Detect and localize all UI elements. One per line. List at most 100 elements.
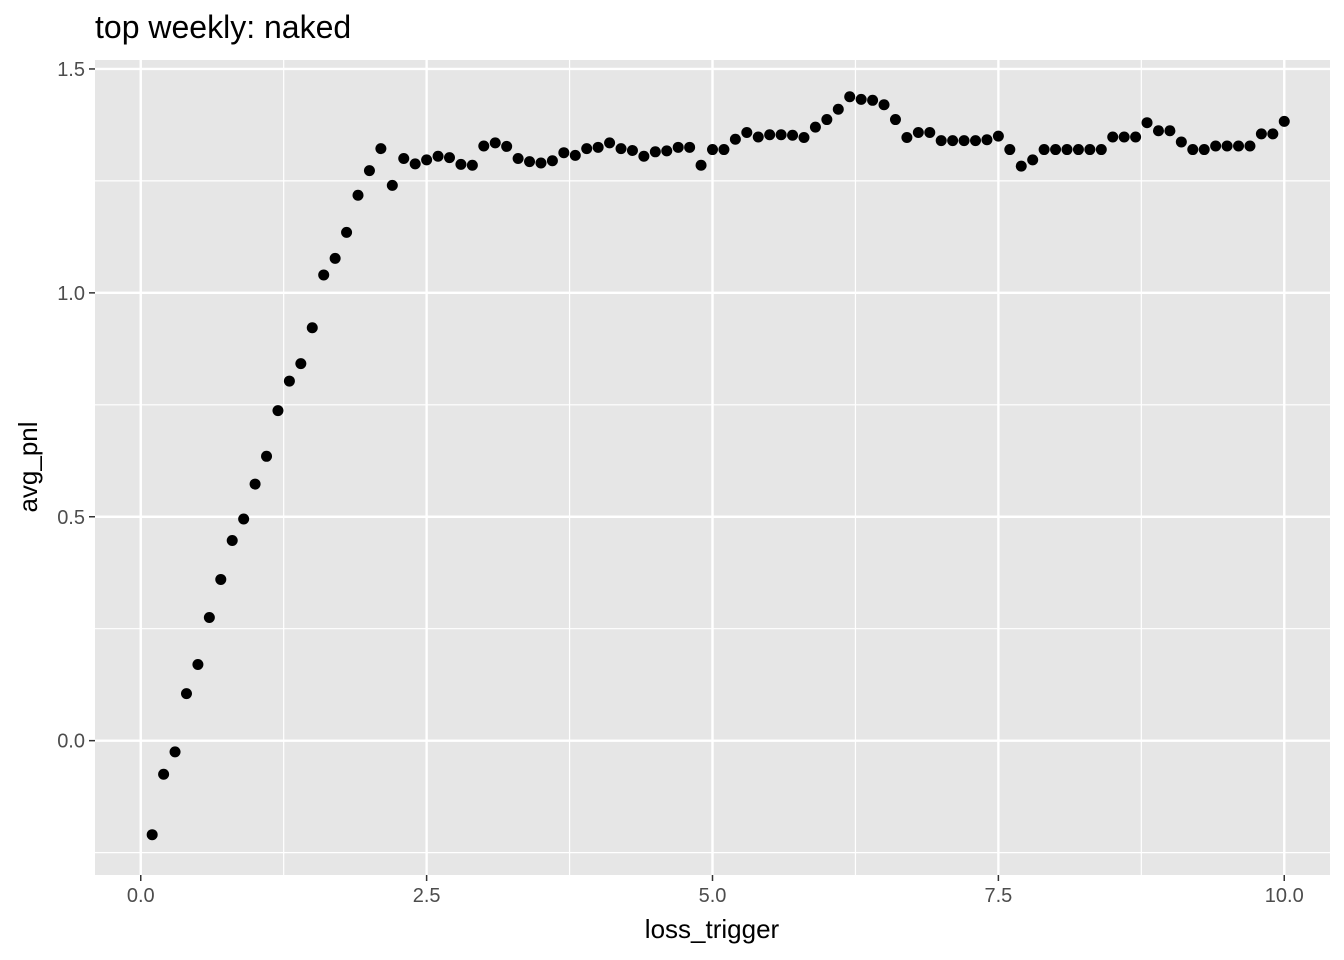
data-point xyxy=(249,478,261,490)
data-point xyxy=(421,154,433,166)
data-point xyxy=(295,358,307,370)
data-point xyxy=(215,573,227,585)
data-point xyxy=(718,144,730,156)
data-point xyxy=(352,189,364,201)
data-point xyxy=(821,114,833,126)
data-point xyxy=(158,768,170,780)
x-axis-title: loss_trigger xyxy=(645,914,780,944)
data-point xyxy=(798,131,810,143)
data-point xyxy=(970,135,982,147)
data-point xyxy=(1210,140,1222,152)
data-point xyxy=(592,141,604,153)
data-point xyxy=(203,612,215,624)
data-point xyxy=(1015,160,1027,172)
data-point xyxy=(1164,125,1176,137)
data-point xyxy=(741,127,753,139)
x-axis: 0.0 2.5 5.0 7.5 10.0 xyxy=(127,875,1304,907)
data-point xyxy=(581,143,593,155)
data-point xyxy=(512,153,524,165)
data-point xyxy=(409,158,421,170)
data-point xyxy=(1187,144,1199,156)
data-point xyxy=(1061,144,1073,156)
y-tick-label: 0.5 xyxy=(57,507,85,529)
data-point xyxy=(752,131,764,143)
data-point xyxy=(432,150,444,162)
data-point xyxy=(489,137,501,149)
data-point xyxy=(1118,131,1130,143)
data-point xyxy=(1255,128,1267,140)
major-gridlines xyxy=(95,60,1330,875)
y-axis: 0.0 0.5 1.0 1.5 xyxy=(57,59,95,753)
data-point xyxy=(695,159,707,171)
data-point xyxy=(261,450,273,462)
data-point xyxy=(992,130,1004,142)
data-point xyxy=(924,127,936,139)
data-point xyxy=(947,135,959,147)
data-point xyxy=(832,103,844,115)
data-point xyxy=(363,165,375,177)
chart-title: top weekly: naked xyxy=(95,9,351,45)
x-tick-label: 7.5 xyxy=(984,885,1012,907)
data-point xyxy=(707,144,718,156)
data-point xyxy=(443,152,455,164)
data-point xyxy=(649,146,661,158)
y-axis-title: avg_pnl xyxy=(13,421,43,512)
data-point xyxy=(889,114,901,126)
data-point xyxy=(192,659,204,671)
data-point xyxy=(306,322,318,334)
data-point xyxy=(638,150,650,162)
data-point xyxy=(569,149,581,161)
data-point xyxy=(867,94,879,106)
data-point xyxy=(1084,144,1096,156)
data-point xyxy=(375,143,387,155)
data-point xyxy=(1050,144,1062,156)
data-point xyxy=(958,135,970,147)
data-point xyxy=(1072,144,1084,156)
data-point xyxy=(272,405,284,417)
y-tick-label: 0.0 xyxy=(57,731,85,753)
data-point xyxy=(546,155,558,167)
x-tick-label: 2.5 xyxy=(413,885,441,907)
data-point xyxy=(169,746,181,758)
data-point xyxy=(226,534,238,546)
data-point xyxy=(180,688,192,700)
data-point xyxy=(1095,144,1107,156)
data-point xyxy=(981,134,993,146)
data-point xyxy=(329,252,341,264)
data-point xyxy=(809,121,821,133)
x-tick-label: 0.0 xyxy=(127,885,155,907)
data-point xyxy=(238,513,250,525)
data-point xyxy=(1027,154,1039,166)
data-point xyxy=(283,375,295,387)
data-point xyxy=(1038,144,1050,156)
data-point xyxy=(844,91,856,103)
data-point xyxy=(1221,140,1233,152)
data-point xyxy=(1244,140,1256,152)
data-point xyxy=(684,141,696,153)
data-point xyxy=(146,829,158,841)
data-points xyxy=(146,91,1290,841)
data-point xyxy=(1198,144,1210,156)
y-tick-label: 1.0 xyxy=(57,283,85,305)
data-point xyxy=(878,99,890,111)
data-point xyxy=(501,140,513,152)
x-tick-label: 5.0 xyxy=(699,885,727,907)
data-point xyxy=(1233,140,1245,152)
data-point xyxy=(558,147,570,159)
data-point xyxy=(604,137,616,149)
data-point xyxy=(912,127,924,139)
data-point xyxy=(535,157,547,169)
data-point xyxy=(1004,144,1016,156)
x-tick-label: 10.0 xyxy=(1265,885,1304,907)
data-point xyxy=(626,144,638,156)
data-point xyxy=(855,93,867,105)
data-point xyxy=(386,179,398,191)
data-point xyxy=(1152,125,1164,137)
data-point xyxy=(775,129,787,141)
data-point xyxy=(764,129,776,141)
data-point xyxy=(1141,117,1153,129)
data-point xyxy=(455,158,467,170)
data-point xyxy=(1175,136,1187,148)
data-point xyxy=(729,133,741,145)
data-point xyxy=(901,131,913,143)
